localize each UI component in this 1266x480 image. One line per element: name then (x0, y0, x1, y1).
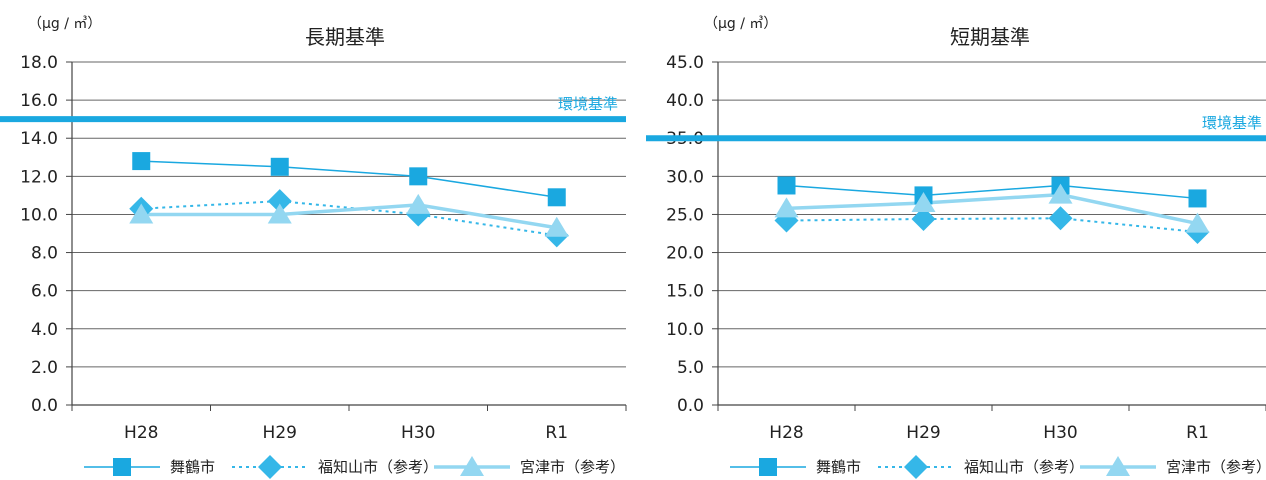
x-tick-label: H30 (401, 423, 435, 443)
y-tick-label: 5.0 (677, 358, 704, 378)
y-tick-label: 16.0 (20, 91, 58, 111)
x-tick-label: H28 (769, 423, 803, 443)
unit-label: （μg / ㎥） (704, 16, 777, 32)
chart-long-term: （μg / ㎥） 長期基準 0.0 2.0 4.0 6.0 8.0 10.0 12.0 14.0 1… (0, 16, 627, 479)
x-tick-label: H29 (263, 423, 297, 443)
x-tick-label: R1 (1186, 423, 1209, 443)
x-tick-label: R1 (545, 423, 568, 443)
x-tick-label: H30 (1043, 423, 1077, 443)
reference-line-label: 環境基準 (558, 95, 618, 113)
legend-triangle-icon (1106, 456, 1130, 476)
legend-label: 宮津市（参考） (1166, 458, 1266, 476)
y-tick-label: 6.0 (31, 282, 58, 302)
data-point (777, 176, 796, 195)
y-tick-label: 10.0 (666, 320, 704, 340)
legend-label: 舞鶴市 (170, 458, 215, 476)
y-tick-label: 0.0 (31, 396, 58, 416)
chart-title: 長期基準 (305, 25, 385, 49)
chart-title: 短期基準 (950, 25, 1030, 49)
data-point (409, 167, 428, 186)
legend-label: 舞鶴市 (816, 458, 861, 476)
series-line-2 (786, 217, 1198, 233)
y-tick-label: 14.0 (20, 129, 58, 149)
y-tick-label: 20.0 (666, 244, 704, 264)
data-point (1048, 206, 1073, 231)
data-point (270, 157, 289, 176)
series-line-3 (141, 203, 558, 230)
unit-label: （μg / ㎥） (28, 16, 101, 32)
series-line-3 (786, 192, 1198, 226)
legend-diamond-icon (258, 455, 282, 479)
y-tick-label: 0.0 (677, 396, 704, 416)
series-line-1 (786, 184, 1198, 200)
legend-triangle-icon (460, 456, 484, 476)
y-tick-label: 25.0 (666, 205, 704, 225)
data-point (544, 216, 569, 237)
y-tick-label: 45.0 (666, 53, 704, 73)
x-tick-label: H29 (906, 423, 940, 443)
data-point (129, 203, 154, 224)
data-point (911, 207, 936, 232)
legend-label: 福知山市（参考） (964, 458, 1084, 476)
chart-short-term: （μg / ㎥）短期基準0.05.010.015.020.025.030.035… (646, 16, 1266, 479)
data-point (774, 197, 799, 218)
data-point (547, 188, 566, 207)
legend-square-icon (759, 458, 777, 476)
legend-label: 福知山市（参考） (318, 458, 438, 476)
data-point (911, 192, 936, 213)
y-tick-label: 12.0 (20, 167, 58, 187)
y-tick-label: 30.0 (666, 167, 704, 187)
y-tick-label: 10.0 (20, 205, 58, 225)
legend-label: 宮津市（参考） (520, 458, 625, 476)
data-point (1048, 183, 1073, 204)
data-point (1185, 212, 1210, 233)
x-tick-label: H28 (124, 423, 158, 443)
y-tick-label: 4.0 (31, 320, 58, 340)
legend-diamond-icon (904, 455, 928, 479)
y-tick-label: 8.0 (31, 244, 58, 264)
data-point (406, 193, 431, 214)
y-tick-label: 40.0 (666, 91, 704, 111)
y-tick-label: 15.0 (666, 282, 704, 302)
y-tick-label: 18.0 (20, 53, 58, 73)
legend-square-icon (113, 458, 131, 476)
y-tick-label: 2.0 (31, 358, 58, 378)
reference-line-label: 環境基準 (1202, 114, 1262, 132)
series-line-1 (141, 160, 557, 199)
data-point (267, 203, 292, 224)
data-point (132, 152, 151, 171)
data-point (267, 189, 292, 214)
data-point (1188, 189, 1207, 208)
